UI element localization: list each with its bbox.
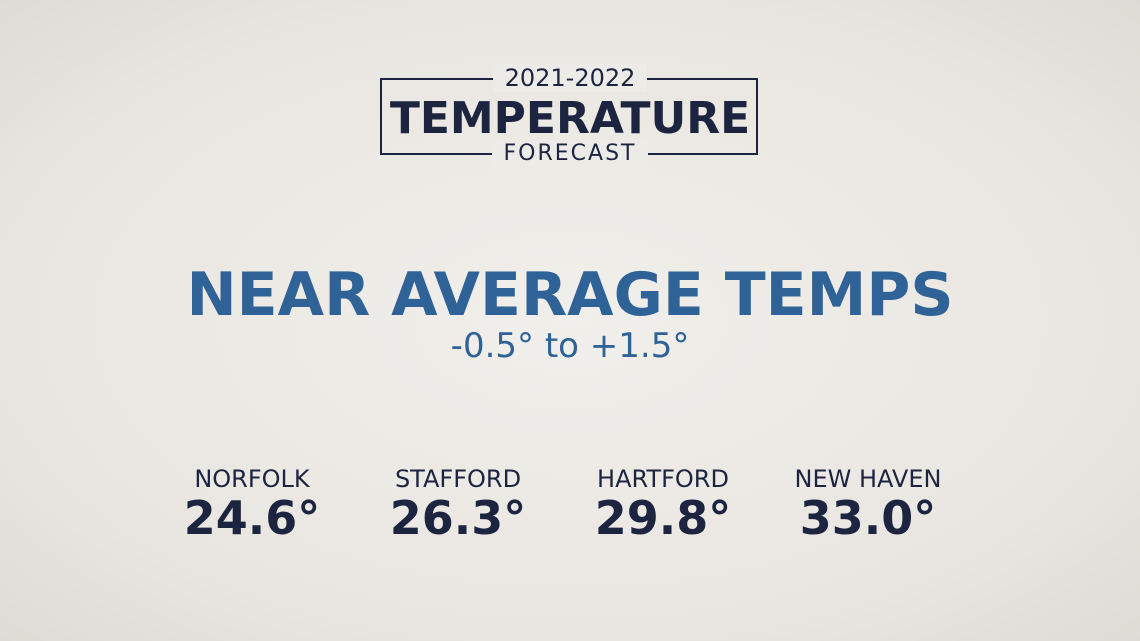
city: STAFFORD 26.3° — [358, 465, 558, 544]
city: HARTFORD 29.8° — [563, 465, 763, 544]
years: 2021-2022 — [492, 64, 648, 92]
subtitle: FORECAST — [491, 141, 649, 166]
city-temp: 24.6° — [183, 491, 321, 545]
city-name: NEW HAVEN — [794, 465, 942, 493]
title: TEMPERATURE — [389, 93, 751, 144]
city-temp: 29.8° — [594, 491, 732, 545]
city-name: NORFOLK — [194, 465, 310, 493]
city-name: STAFFORD — [394, 465, 522, 493]
city-temp: 26.3° — [389, 491, 527, 545]
city-temp: 33.0° — [799, 491, 937, 545]
headline: NEAR AVERAGE TEMPS — [186, 260, 954, 330]
city: NEW HAVEN 33.0° — [768, 465, 968, 544]
city-name: HARTFORD — [597, 465, 729, 493]
years-wrap: 2021-2022 — [0, 64, 1140, 92]
range: -0.5° to +1.5° — [450, 326, 690, 366]
subtitle-wrap: FORECAST — [0, 141, 1140, 166]
city: NORFOLK 24.6° — [152, 465, 352, 544]
